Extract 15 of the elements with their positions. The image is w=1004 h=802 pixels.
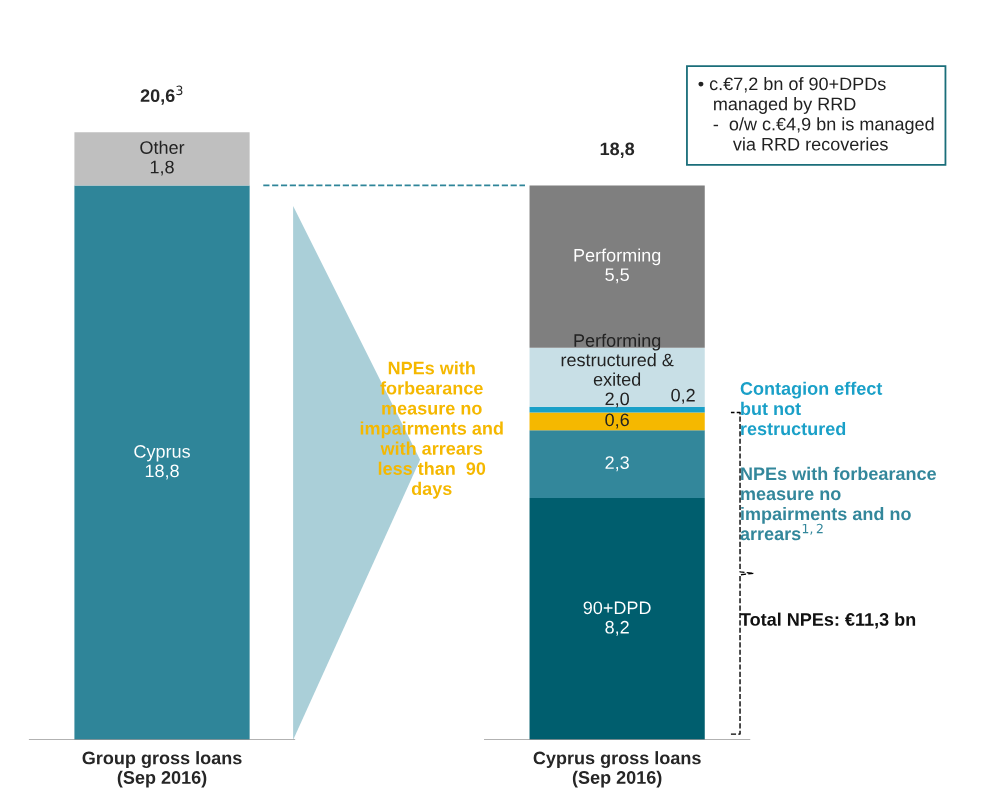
data-label: 0,6 bbox=[605, 413, 629, 429]
x-tick-label: Group gross loans (Sep 2016) bbox=[82, 751, 242, 788]
annotation: NPEs with forbearance measure no impairments and with arrears less than 90 days bbox=[360, 361, 503, 499]
annotation: • c.€7,2 bn of 90+DPDs managed by RRD - o/w c.€4,9 bn is managed via RRD recoveries bbox=[698, 77, 934, 151]
data-label: 2,3 bbox=[605, 456, 629, 472]
annotation: Contagion effect but not restructured bbox=[740, 381, 883, 436]
total-label: 20,6$^{3}$ bbox=[140, 85, 183, 105]
data-label: Performing 5,5 bbox=[574, 248, 661, 284]
total-label: 18,8 bbox=[600, 142, 635, 158]
data-label: Cyprus 18,8 bbox=[134, 445, 190, 480]
annotation: NPEs with forbearance measure no impairments and no arrears$^{1,2}$ bbox=[740, 466, 936, 541]
x-tick-label: Cyprus gross loans (Sep 2016) bbox=[533, 751, 701, 788]
data-label: 90+DPD 8,2 bbox=[583, 601, 651, 636]
data-label: Other 1,8 bbox=[140, 140, 185, 176]
annotation: Total NPEs: €11,3 bn bbox=[740, 612, 916, 629]
